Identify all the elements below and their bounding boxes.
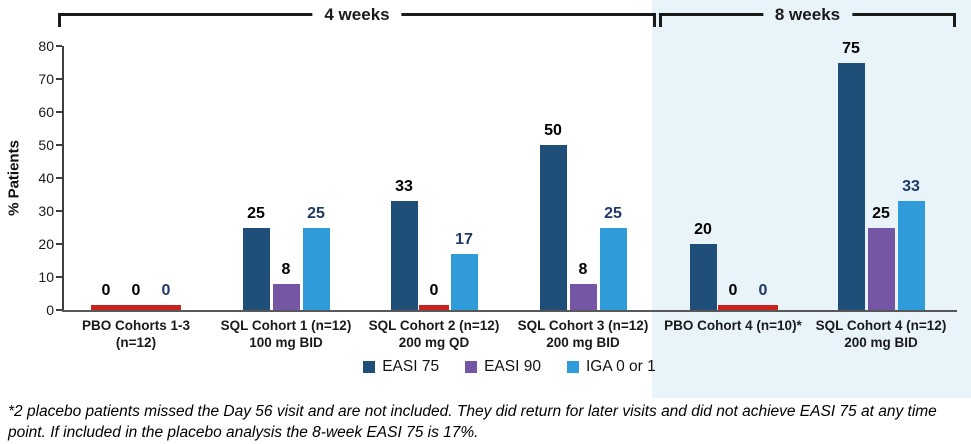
bar-easi-90-group-2 — [272, 283, 300, 310]
x-axis-category-label: PBO Cohort 4 (n=10)* — [642, 317, 824, 334]
bar-value-label: 25 — [247, 204, 265, 222]
y-axis-tick — [56, 111, 62, 113]
legend-label-easi-75: EASI 75 — [382, 358, 440, 375]
eight-weeks-highlight-panel — [652, 0, 971, 398]
y-axis-tick — [56, 276, 62, 278]
category-line1: PBO Cohorts 1-3 — [81, 318, 190, 333]
bar-easi-90-group-5 — [718, 305, 748, 310]
category-line2: 200 mg BID — [844, 335, 918, 350]
bar-easi-75-group-1 — [91, 305, 121, 310]
bar-value-label: 25 — [604, 204, 622, 222]
x-axis-category-label: PBO Cohorts 1-3 (n=12) — [45, 317, 227, 351]
bar-easi-75-group-4 — [539, 145, 567, 310]
y-axis-tick-label: 30 — [38, 203, 54, 219]
category-line1: SQL Cohort 2 (n=12) — [368, 318, 500, 333]
y-axis-tick-label: 0 — [46, 302, 54, 318]
bar-easi-90-group-4 — [569, 283, 597, 310]
bar-value-label: 8 — [578, 260, 588, 278]
bar-iga-0-or-1-group-4 — [599, 227, 627, 310]
easi-75-swatch-icon — [363, 361, 376, 373]
y-axis-tick-label: 50 — [38, 137, 54, 153]
x-axis-category-label: SQL Cohort 3 (n=12) 200 mg BID — [492, 317, 674, 351]
eight-weeks-bracket: 8 weeks — [659, 5, 956, 27]
category-line2: (n=12) — [115, 335, 157, 350]
y-axis-tick — [56, 210, 62, 212]
y-axis-tick-label: 80 — [38, 38, 54, 54]
bar-iga-0-or-1-group-1 — [151, 305, 181, 310]
bar-value-label: 0 — [429, 282, 439, 299]
bar-value-label: 0 — [131, 282, 141, 299]
x-axis-line — [62, 310, 957, 312]
y-axis-tick — [56, 177, 62, 179]
bar-easi-90-group-1 — [121, 305, 151, 310]
bar-easi-75-group-5 — [689, 244, 717, 310]
bar-value-label: 20 — [694, 221, 712, 238]
y-axis-tick — [56, 243, 62, 245]
bar-value-label: 75 — [842, 39, 860, 57]
bar-value-label: 25 — [872, 204, 890, 222]
y-axis-tick — [56, 78, 62, 80]
category-line2: 200 mg QD — [398, 335, 470, 350]
bar-value-label: 0 — [101, 282, 111, 299]
bar-easi-75-group-3 — [390, 201, 418, 310]
bar-value-label: 0 — [758, 282, 768, 299]
category-line1: SQL Cohort 4 (n=12) — [815, 318, 947, 333]
bar-value-label: 50 — [544, 122, 562, 139]
y-axis-tick-label: 10 — [38, 269, 54, 285]
bar-easi-75-group-2 — [242, 227, 270, 310]
bar-value-label: 33 — [395, 178, 413, 196]
category-line2: 200 mg BID — [546, 335, 620, 350]
x-axis-category-label: SQL Cohort 2 (n=12) 200 mg QD — [343, 317, 525, 351]
bar-easi-75-group-6 — [837, 62, 865, 310]
y-axis-tick — [56, 309, 62, 311]
bar-iga-0-or-1-group-6 — [897, 201, 925, 310]
four-weeks-bracket-label: 4 weeks — [312, 5, 402, 24]
y-axis-tick-label: 40 — [38, 170, 54, 186]
legend: EASI 75 EASI 90 IGA 0 or 1 — [62, 359, 957, 375]
legend-item-easi-75: EASI 75 — [363, 359, 439, 375]
category-line1: SQL Cohort 3 (n=12) — [517, 318, 649, 333]
four-weeks-bracket: 4 weeks — [58, 5, 656, 27]
y-axis-tick-label: 70 — [38, 71, 54, 87]
bar-value-label: 0 — [161, 282, 171, 299]
bar-value-label: 8 — [281, 260, 291, 278]
y-axis-tick-label: 20 — [38, 236, 54, 252]
category-line1: PBO Cohort 4 (n=10)* — [664, 318, 802, 333]
y-axis-tick — [56, 144, 62, 146]
bar-iga-0-or-1-group-3 — [450, 253, 478, 310]
x-axis-category-label: SQL Cohort 4 (n=12) 200 mg BID — [790, 317, 971, 351]
bar-value-label: 0 — [728, 282, 738, 299]
category-line2: 100 mg BID — [249, 335, 323, 350]
category-line1: SQL Cohort 1 (n=12) — [220, 318, 352, 333]
legend-item-easi-90: EASI 90 — [465, 359, 541, 375]
y-axis-tick-label: 60 — [38, 104, 54, 120]
legend-label-easi-90: EASI 90 — [484, 358, 541, 375]
iga-0-or-1-swatch-icon — [566, 361, 579, 373]
y-axis-line — [62, 46, 64, 312]
legend-item-iga-0-or-1: IGA 0 or 1 — [566, 358, 656, 375]
easi-90-swatch-icon — [465, 361, 478, 373]
eight-weeks-bracket-label: 8 weeks — [762, 5, 853, 24]
footnote: *2 placebo patients missed the Day 56 vi… — [8, 403, 937, 441]
bar-iga-0-or-1-group-2 — [302, 227, 330, 310]
y-axis-tick — [56, 45, 62, 47]
bar-value-label: 17 — [455, 230, 473, 248]
bar-value-label: 33 — [902, 178, 920, 196]
legend-label-iga-0-or-1: IGA 0 or 1 — [585, 358, 656, 375]
bar-value-label: 25 — [307, 204, 325, 222]
bar-easi-90-group-3 — [419, 305, 449, 310]
bar-easi-90-group-6 — [867, 227, 895, 310]
x-axis-category-label: SQL Cohort 1 (n=12) 100 mg BID — [195, 317, 377, 351]
bar-iga-0-or-1-group-5 — [748, 305, 778, 310]
